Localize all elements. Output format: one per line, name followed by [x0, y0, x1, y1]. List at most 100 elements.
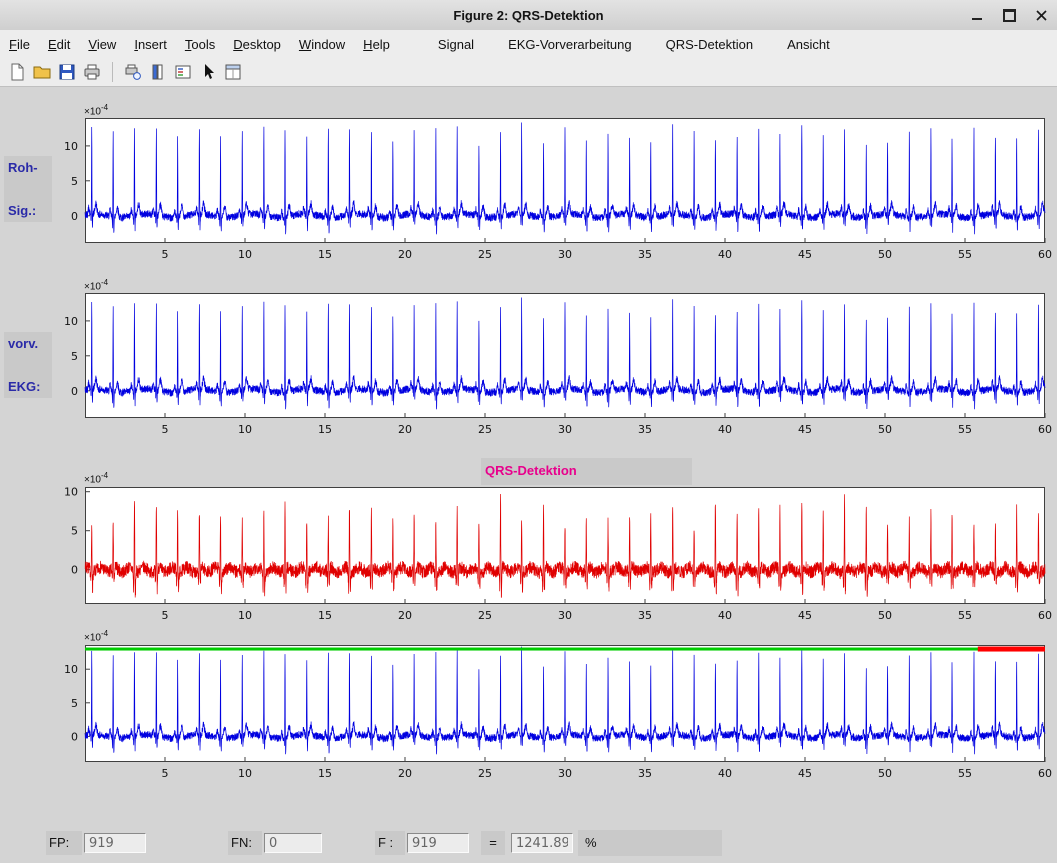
- menu-item-desktop[interactable]: Desktop: [224, 32, 290, 57]
- y-scale-label: ×10-4: [84, 471, 108, 485]
- preprocessed-ecg-label: vorv. EKG:: [4, 332, 52, 398]
- svg-text:0: 0: [71, 564, 78, 577]
- svg-text:35: 35: [638, 767, 652, 780]
- pointer-icon[interactable]: [197, 61, 219, 83]
- svg-text:15: 15: [318, 767, 332, 780]
- f-label: F :: [375, 831, 405, 855]
- svg-text:35: 35: [638, 423, 652, 436]
- svg-text:35: 35: [638, 248, 652, 261]
- maximize-icon: [1003, 9, 1016, 22]
- menu-item-ekg-vorverarbeitung[interactable]: EKG-Vorverarbeitung: [491, 32, 649, 57]
- window-controls: [967, 0, 1051, 30]
- svg-text:30: 30: [558, 609, 572, 622]
- menu-item-file[interactable]: File: [0, 32, 39, 57]
- svg-text:60: 60: [1038, 767, 1052, 780]
- svg-text:15: 15: [318, 423, 332, 436]
- svg-text:30: 30: [558, 767, 572, 780]
- plot-ecg-with-detections: 510152025303540455055600510: [85, 645, 1045, 762]
- qrs-detection-title: QRS-Detektion: [481, 458, 692, 485]
- svg-text:30: 30: [558, 248, 572, 261]
- open-folder-icon[interactable]: [31, 61, 53, 83]
- print-preview-icon[interactable]: [122, 61, 144, 83]
- svg-text:0: 0: [71, 730, 78, 743]
- svg-text:55: 55: [958, 767, 972, 780]
- plot-preprocessed-ecg: 510152025303540455055600510: [85, 293, 1045, 418]
- menu-item-insert[interactable]: Insert: [125, 32, 176, 57]
- svg-text:10: 10: [238, 767, 252, 780]
- menu-item-help[interactable]: Help: [354, 32, 399, 57]
- svg-text:25: 25: [478, 609, 492, 622]
- svg-text:15: 15: [318, 609, 332, 622]
- svg-text:55: 55: [958, 609, 972, 622]
- print-icon[interactable]: [81, 61, 103, 83]
- svg-text:15: 15: [318, 248, 332, 261]
- svg-text:55: 55: [958, 423, 972, 436]
- new-file-icon[interactable]: [6, 61, 28, 83]
- svg-text:40: 40: [718, 767, 732, 780]
- svg-text:45: 45: [798, 767, 812, 780]
- fp-value-field[interactable]: [84, 833, 146, 853]
- close-icon: [1036, 10, 1047, 21]
- svg-text:5: 5: [162, 423, 169, 436]
- svg-text:5: 5: [71, 175, 78, 188]
- equals-label: =: [481, 831, 505, 855]
- svg-text:5: 5: [162, 609, 169, 622]
- svg-text:10: 10: [238, 248, 252, 261]
- svg-text:5: 5: [162, 767, 169, 780]
- svg-text:45: 45: [798, 609, 812, 622]
- menu-item-ansicht[interactable]: Ansicht: [770, 32, 847, 57]
- svg-text:50: 50: [878, 609, 892, 622]
- menu-item-qrs-detektion[interactable]: QRS-Detektion: [649, 32, 770, 57]
- svg-text:50: 50: [878, 767, 892, 780]
- menu-item-edit[interactable]: Edit: [39, 32, 79, 57]
- svg-text:35: 35: [638, 609, 652, 622]
- svg-text:20: 20: [398, 423, 412, 436]
- svg-text:5: 5: [162, 248, 169, 261]
- svg-text:60: 60: [1038, 609, 1052, 622]
- plot-raw-signal: 510152025303540455055600510: [85, 118, 1045, 243]
- y-scale-label: ×10-4: [84, 103, 108, 117]
- toolbar: [0, 58, 1057, 87]
- svg-text:5: 5: [71, 697, 78, 710]
- plot-qrs-detection-function: 510152025303540455055600510: [85, 487, 1045, 604]
- fp-label: FP:: [46, 831, 82, 855]
- svg-text:10: 10: [64, 486, 78, 499]
- y-scale-label: ×10-4: [84, 278, 108, 292]
- svg-text:40: 40: [718, 609, 732, 622]
- svg-text:45: 45: [798, 423, 812, 436]
- fn-value-field[interactable]: [264, 833, 322, 853]
- fn-label: FN:: [228, 831, 262, 855]
- menu-item-window[interactable]: Window: [290, 32, 354, 57]
- svg-text:0: 0: [71, 210, 78, 223]
- f-value-field[interactable]: [407, 833, 469, 853]
- svg-text:50: 50: [878, 423, 892, 436]
- maximize-button[interactable]: [999, 5, 1019, 25]
- svg-text:10: 10: [64, 663, 78, 676]
- svg-text:10: 10: [64, 315, 78, 328]
- svg-text:10: 10: [64, 140, 78, 153]
- menu-item-signal[interactable]: Signal: [421, 32, 491, 57]
- menu-item-view[interactable]: View: [79, 32, 125, 57]
- window-titlebar: Figure 2: QRS-Detektion: [0, 0, 1057, 31]
- raw-signal-label: Roh- Sig.:: [4, 156, 52, 222]
- svg-text:5: 5: [71, 525, 78, 538]
- minimize-button[interactable]: [967, 5, 987, 25]
- percent-value-field[interactable]: [511, 833, 573, 853]
- legend-icon[interactable]: [172, 61, 194, 83]
- menu-item-tools[interactable]: Tools: [176, 32, 224, 57]
- y-scale-label: ×10-4: [84, 629, 108, 643]
- colorbar-icon[interactable]: [147, 61, 169, 83]
- percent-sign: %: [585, 835, 597, 850]
- svg-text:10: 10: [238, 609, 252, 622]
- svg-text:60: 60: [1038, 248, 1052, 261]
- close-button[interactable]: [1031, 5, 1051, 25]
- svg-text:25: 25: [478, 423, 492, 436]
- svg-text:45: 45: [798, 248, 812, 261]
- svg-text:20: 20: [398, 248, 412, 261]
- save-icon[interactable]: [56, 61, 78, 83]
- svg-text:5: 5: [71, 350, 78, 363]
- svg-text:55: 55: [958, 248, 972, 261]
- svg-text:50: 50: [878, 248, 892, 261]
- svg-text:40: 40: [718, 248, 732, 261]
- property-inspector-icon[interactable]: [222, 61, 244, 83]
